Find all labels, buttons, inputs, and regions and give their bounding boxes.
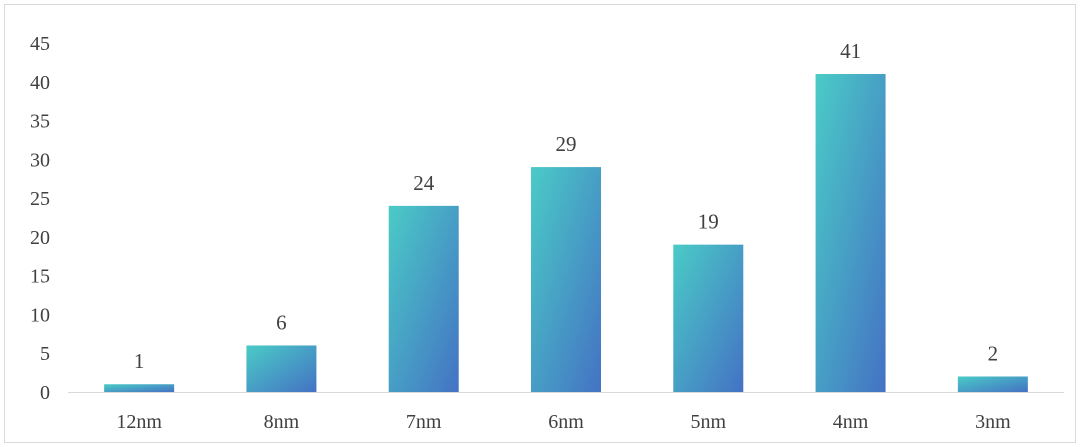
bar-8nm: [246, 345, 317, 392]
data-label-8nm: 6: [276, 310, 287, 334]
x-tick-label-3nm: 3nm: [975, 411, 1011, 433]
y-tick-label: 45: [30, 33, 50, 55]
x-axis-tick-labels: 12nm 8nm 7nm 6nm 5nm 4nm 3nm: [116, 411, 1011, 433]
x-tick-label-12nm: 12nm: [116, 411, 162, 433]
y-tick-label: 30: [30, 149, 50, 171]
data-labels: 1 6 24 29 19 41 2: [134, 39, 998, 373]
bar-6nm: [531, 167, 601, 392]
y-tick-label: 10: [30, 304, 50, 326]
bar-5nm: [673, 244, 744, 392]
x-tick-label-8nm: 8nm: [264, 411, 300, 433]
y-tick-label: 35: [30, 111, 50, 133]
x-tick-label-7nm: 7nm: [406, 411, 442, 433]
y-tick-label: 20: [30, 227, 50, 249]
y-tick-label: 0: [40, 382, 50, 404]
bar-series: [104, 74, 1028, 393]
y-tick-label: 15: [30, 266, 50, 288]
y-tick-label: 5: [40, 343, 50, 365]
x-tick-label-5nm: 5nm: [691, 411, 727, 433]
data-label-12nm: 1: [134, 349, 145, 373]
bar-4nm: [815, 74, 886, 393]
bar-12nm: [104, 384, 175, 392]
y-axis-tick-labels: 0 5 10 15 20 25 30 35 40 45: [30, 33, 50, 404]
data-label-4nm: 41: [840, 39, 861, 63]
data-label-6nm: 29: [556, 132, 577, 156]
data-label-7nm: 24: [413, 171, 435, 195]
y-tick-label: 40: [30, 72, 50, 94]
bar-3nm: [957, 376, 1028, 392]
data-label-5nm: 19: [698, 210, 719, 234]
data-label-3nm: 2: [988, 341, 999, 365]
bar-7nm: [388, 205, 459, 392]
x-tick-label-4nm: 4nm: [833, 411, 869, 433]
x-tick-label-6nm: 6nm: [548, 411, 584, 433]
y-tick-label: 25: [30, 188, 50, 210]
